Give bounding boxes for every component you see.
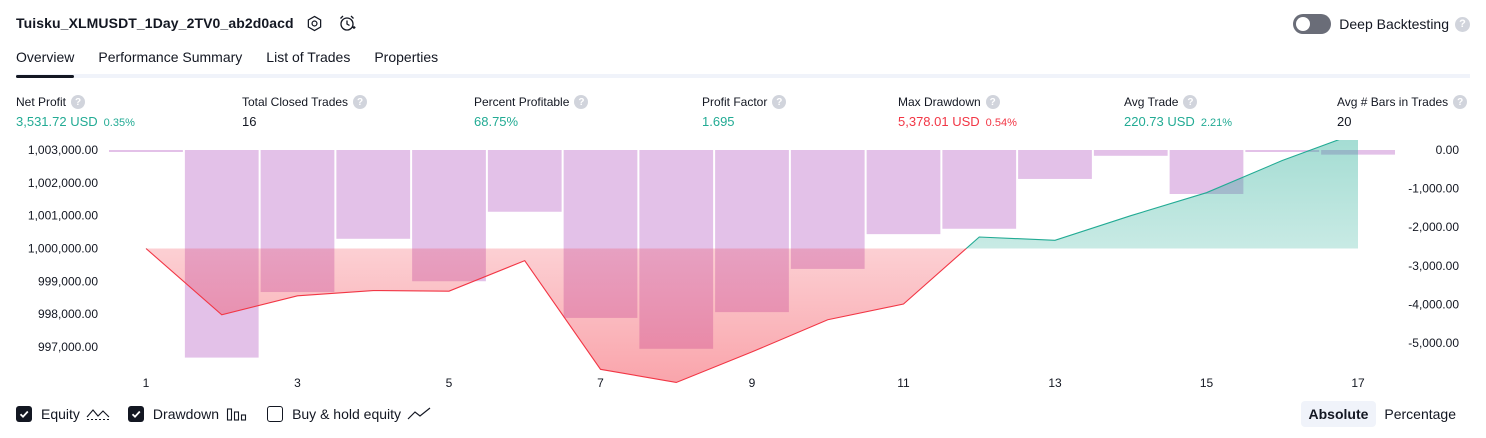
stat-avg-bars-in-trades: Avg # Bars in Trades? 20 [1337,95,1468,129]
equity-drawdown-chart[interactable]: 997,000.00 998,000.00 999,000.00 1,000,000.… [0,140,1486,398]
stat-label: Percent Profitable [474,95,570,109]
x-axis-tick-label: 5 [446,376,453,390]
help-icon[interactable]: ? [772,95,787,109]
stat-value: 16 [242,114,257,129]
help-icon[interactable]: ? [574,95,589,109]
tab-bar: Overview Performance Summary List of Tra… [16,44,1470,78]
percentage-button[interactable]: Percentage [1384,406,1456,422]
left-axis-tick-label: 997,000.00 [38,340,98,354]
buy-hold-checkbox[interactable] [267,406,284,422]
stat-max-drawdown: Max Drawdown? 5,378.01 USD 0.54% [898,95,1017,129]
legend-label: Drawdown [152,406,220,422]
stat-value: 3,531.72 USD [16,114,98,129]
stat-profit-factor: Profit Factor? 1.695 [702,95,787,129]
left-axis-tick-label: 1,001,000.00 [28,209,98,223]
x-axis-tick-label: 15 [1200,376,1214,390]
equity-line-below [145,248,968,384]
help-icon[interactable]: ? [1453,95,1468,109]
x-axis-tick-label: 1 [143,376,150,390]
drawdown-bar [1018,150,1092,179]
stat-value: 5,378.01 USD [898,114,980,129]
help-icon[interactable]: ? [985,95,1000,109]
x-axis-tick-label: 11 [897,376,910,390]
tab-performance-summary[interactable]: Performance Summary [98,49,243,65]
help-icon[interactable]: ? [1455,16,1470,32]
stat-avg-trade: Avg Trade? 220.73 USD 2.21% [1124,95,1232,129]
stat-label: Max Drawdown [898,95,981,109]
stat-percent: 0.54% [985,117,1017,129]
settings-icon[interactable] [304,12,326,34]
equity-checkbox[interactable] [16,406,32,422]
alarm-clock-icon[interactable] [336,12,358,34]
right-axis-tick-label: 0.00 [1436,143,1460,157]
drawdown-bar [1321,150,1395,155]
report-header: Tuisku_XLMUSDT_1Day_2TV0_ab2d0acd [16,12,358,34]
stat-label: Net Profit [16,95,67,109]
stat-label: Total Closed Trades [242,95,349,109]
absolute-button[interactable]: Absolute [1300,401,1377,427]
trend-line-icon [407,403,431,425]
stat-label: Avg # Bars in Trades [1337,95,1449,109]
stat-value: 20 [1337,114,1352,129]
stat-value: 220.73 USD [1124,114,1195,129]
legend-buy-hold-equity[interactable]: Buy & hold equity [267,403,431,425]
toggle-knob [1296,17,1311,31]
legend-label: Buy & hold equity [292,406,402,422]
stat-label: Avg Trade [1124,95,1179,109]
right-axis-tick-label: -3,000.00 [1408,259,1459,273]
left-axis-tick-label: 999,000.00 [38,274,98,288]
tab-overview[interactable]: Overview [16,44,75,78]
equity-gain-area [146,140,1358,249]
drawdown-bar [1093,150,1168,156]
equity-line-icon [86,403,110,425]
stat-net-profit: Net Profit? 3,531.72 USD 0.35% [16,95,135,129]
tab-list-of-trades[interactable]: List of Trades [266,49,351,65]
stat-label: Profit Factor [702,95,768,109]
left-axis-tick-label: 1,003,000.00 [28,143,98,157]
equity-loss-area [146,248,1358,383]
x-axis-tick-label: 7 [597,376,604,390]
stat-percent-profitable: Percent Profitable? 68.75% [474,95,589,129]
drawdown-bar [866,150,941,235]
stat-value: 68.75% [474,114,519,129]
right-axis-tick-label: -5,000.00 [1408,336,1459,350]
strategy-title: Tuisku_XLMUSDT_1Day_2TV0_ab2d0acd [16,15,294,31]
stat-percent: 2.21% [1200,117,1233,129]
equity-line-above [146,140,1340,249]
legend-drawdown[interactable]: Drawdown [127,403,249,425]
stat-percent: 0.35% [103,117,135,129]
x-axis-tick-label: 17 [1351,376,1365,390]
x-axis-tick-label: 9 [749,376,756,390]
drawdown-bar [487,150,562,212]
drawdown-checkbox[interactable] [127,406,144,422]
x-axis-tick-label: 3 [294,376,301,390]
drawdown-bar [1245,150,1320,152]
help-icon[interactable]: ? [353,95,368,109]
drawdown-bar [109,150,183,152]
right-axis-tick-label: -2,000.00 [1408,220,1459,234]
deep-backtesting-control: Deep Backtesting ? [1293,12,1470,36]
deep-backtesting-toggle[interactable] [1293,14,1332,34]
stat-total-closed-trades: Total Closed Trades? 16 [242,95,368,129]
stat-value: 1.695 [702,114,735,129]
legend-equity[interactable]: Equity [16,403,110,425]
chart-legend: Equity Drawdown Buy & hold equity [16,403,449,425]
left-axis-tick-label: 998,000.00 [38,307,98,321]
deep-backtesting-label: Deep Backtesting [1339,16,1449,32]
left-axis-tick-label: 1,002,000.00 [28,176,98,190]
help-icon[interactable]: ? [71,95,86,109]
left-axis-tick-label: 1,000,000.00 [28,242,98,256]
right-axis-tick-label: -1,000.00 [1408,182,1459,196]
x-axis-tick-label: 13 [1048,376,1062,390]
drawdown-bar [942,150,1017,229]
tab-properties[interactable]: Properties [374,49,439,65]
drawdown-bar [336,150,411,239]
right-axis-tick-label: -4,000.00 [1408,297,1459,311]
bar-chart-icon [225,403,249,425]
help-icon[interactable]: ? [1183,95,1198,109]
scale-mode-switch: Absolute Percentage [1300,401,1465,427]
legend-label: Equity [41,406,80,422]
